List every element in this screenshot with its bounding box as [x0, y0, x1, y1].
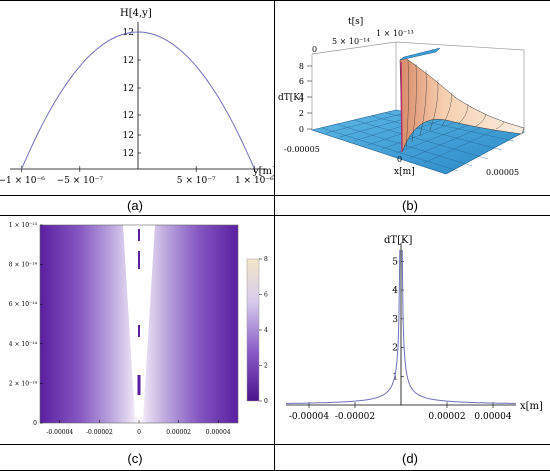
caption-b: (b): [402, 198, 418, 213]
panel-b-z-tick-label: 0: [299, 125, 304, 134]
panel-b-z-tick-label: 6: [299, 77, 304, 86]
panel-b-xlabel: x[m]: [394, 167, 415, 177]
panel-b-tick-x-1: 0: [397, 155, 402, 164]
panel-c-y-tick-label: 0: [33, 420, 37, 427]
panel-d-y-tick-label: 2: [392, 344, 398, 354]
panel-c-x-tick-label: 0: [137, 429, 141, 436]
grid-line-middle: [0, 215, 550, 216]
panel-a-y-tick-label: 12: [123, 84, 134, 94]
panel-d-y-tick-label: 5: [392, 257, 398, 267]
panel-d-y-tick-label: 4: [392, 286, 398, 296]
panel-c-y-tick-label: 4 × 10⁻¹⁴: [9, 341, 38, 348]
panel-b-tick-t-2: 1 × 10⁻¹³: [376, 29, 414, 38]
panel-b-z-tick-label: 2: [299, 109, 304, 118]
panel-a-x-tick-label: 1 × 10⁻⁶: [235, 176, 274, 186]
panel-d-y-tick-label: 1: [392, 372, 398, 382]
panel-a-xlabel: y[m]: [252, 166, 274, 177]
panel-b-peak-mesh: [405, 59, 505, 149]
panel-c-y-tick-label: 8 × 10⁻¹⁴: [9, 262, 38, 269]
panel-a-curve: [21, 31, 255, 170]
panel-b-tlabel: t[s]: [348, 17, 363, 27]
panel-b-peak-surface: [399, 56, 525, 153]
panel-d-x-tick-label: -0.00004: [289, 412, 330, 422]
panel-c-x-tick-label: 0.00002: [166, 429, 191, 436]
caption-d: (d): [402, 451, 418, 466]
panel-b-box: [311, 41, 525, 132]
panel-c-left-field: [40, 225, 139, 423]
panel-d-x-tick-label: 0.00004: [474, 412, 511, 422]
panel-a-x-tick-label: −5 × 10⁻⁷: [57, 176, 104, 186]
panel-b-ridge-line: [400, 61, 403, 153]
panel-c-y-tick-label: 2 × 10⁻¹⁴: [9, 380, 38, 387]
panel-a-ylabel: H[4,y]: [120, 8, 152, 19]
panel-a-x-tick-label: −1 × 10⁻⁶: [0, 176, 45, 186]
grid-line-caption-top-1: [0, 195, 550, 196]
panel-c-x-tick-label: -0.00004: [46, 429, 73, 436]
panel-a-y-tick-label: 12: [123, 131, 134, 141]
panel-c-x-tick-label: -0.00002: [86, 429, 113, 436]
panel-d-curve-right: [401, 249, 516, 404]
panel-c-right-field: [139, 225, 238, 423]
panel-c-colorbar-tick-label: 8: [264, 256, 268, 263]
panel-b-top-cap: [399, 47, 441, 61]
panel-d-y-tick-label: 3: [392, 315, 398, 325]
panel-c-y-tick-label: 6 × 10⁻¹⁴: [9, 301, 38, 308]
panel-b-tick-x-0: -0.00005: [284, 145, 320, 154]
panel-d-xlabel: x[m]: [520, 401, 543, 412]
panel-c-colorbar-tick-label: 2: [264, 363, 268, 370]
caption-c: (c): [127, 451, 143, 466]
grid-line-caption-top-2: [0, 444, 550, 445]
caption-a: (a): [127, 198, 143, 213]
panel-d-x-tick-label: -0.00002: [335, 412, 375, 422]
panel-d-ylabel: dT[K]: [384, 235, 412, 246]
panel-c-colorbar-tick-label: 0: [264, 398, 268, 405]
panel-d-x-tick-label: 0.00002: [428, 412, 465, 422]
panel-d-curve-left: [286, 249, 401, 404]
panel-b-zlabel: dT[K]: [278, 93, 304, 103]
panel-b-surface-plot: t[s] 0 5 × 10⁻¹⁴ 1 × 10⁻¹³ dT[K] 8 6 4 2 0 -…: [278, 17, 525, 177]
panel-c-colorbar: [246, 258, 260, 402]
panel-d-chart: -0.00004 -0.00002 0.00002 0.00004 1 2 3 4 5 dT[K…: [286, 235, 543, 422]
panel-a-x-tick-label: 5 × 10⁻⁷: [177, 176, 216, 186]
panel-b-tick-x-2: 0.00005: [486, 168, 519, 177]
panel-c-x-tick-label: 0.00004: [206, 429, 231, 436]
panel-a-y-tick-label: 12: [123, 149, 134, 159]
panel-a-y-tick-label: 12: [123, 56, 134, 66]
panel-a-chart: −1 × 10⁻⁶ −5 × 10⁻⁷ 5 × 10⁻⁷ 1 × 10⁻⁶ 12 12 12…: [0, 8, 274, 186]
panel-c-y-tick-label: 1 × 10⁻¹³: [9, 222, 38, 229]
panel-b-tick-t-0: 0: [312, 45, 317, 54]
panel-c-colorbar-tick-label: 6: [264, 292, 268, 299]
grid-line-center: [274, 0, 275, 471]
panel-b-tick-t-1: 5 × 10⁻¹⁴: [332, 37, 370, 46]
panel-b-z-tick-label: 4: [299, 93, 304, 102]
panel-c-density-plot: 0 2 × 10⁻¹⁴ 4 × 10⁻¹⁴ 6 × 10⁻¹⁴ 8 × 10⁻¹⁴ 1 ×…: [9, 222, 268, 436]
panel-c-colorbar-tick-label: 4: [264, 327, 268, 334]
panel-a-y-tick-label: 12: [123, 111, 134, 121]
panel-b-z-tick-label: 8: [299, 62, 304, 71]
grid-line-top: [0, 0, 550, 1]
panel-c-hot-wedge: [123, 225, 155, 417]
